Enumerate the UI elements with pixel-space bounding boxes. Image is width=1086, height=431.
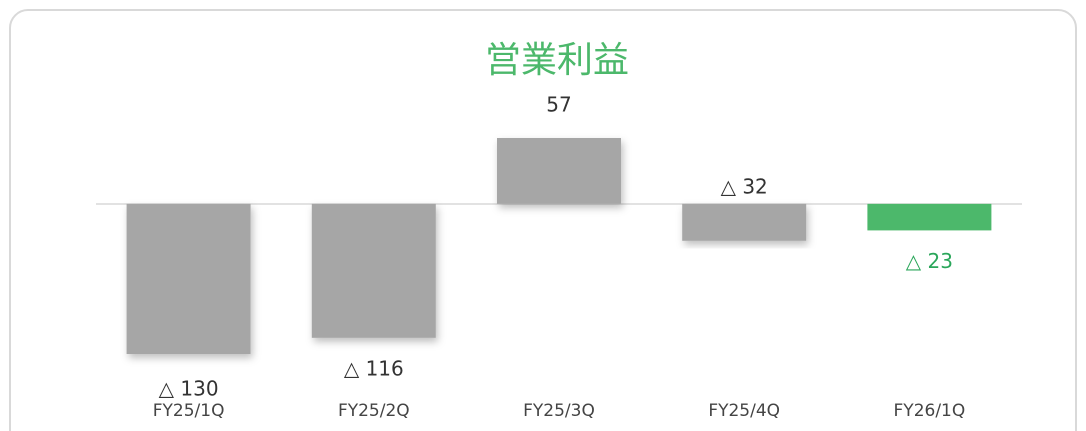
x-tick-label: FY26/1Q	[894, 401, 966, 421]
x-tick-label: FY25/2Q	[338, 401, 410, 421]
bar	[311, 203, 436, 338]
bar	[682, 203, 807, 241]
x-tick-label: FY25/1Q	[153, 401, 225, 421]
value-label: △ 23	[906, 249, 953, 273]
value-label: 57	[546, 93, 571, 117]
bar	[497, 138, 621, 204]
x-tick-label: FY25/3Q	[523, 401, 595, 421]
value-label: △ 130	[159, 377, 219, 401]
chart-title: 営業利益	[485, 40, 629, 81]
bar	[867, 203, 992, 231]
bar	[126, 203, 251, 354]
value-label: △ 32	[721, 174, 768, 198]
x-tick-label: FY25/4Q	[708, 401, 780, 421]
card	[9, 9, 1077, 431]
value-label: △ 116	[344, 356, 404, 380]
